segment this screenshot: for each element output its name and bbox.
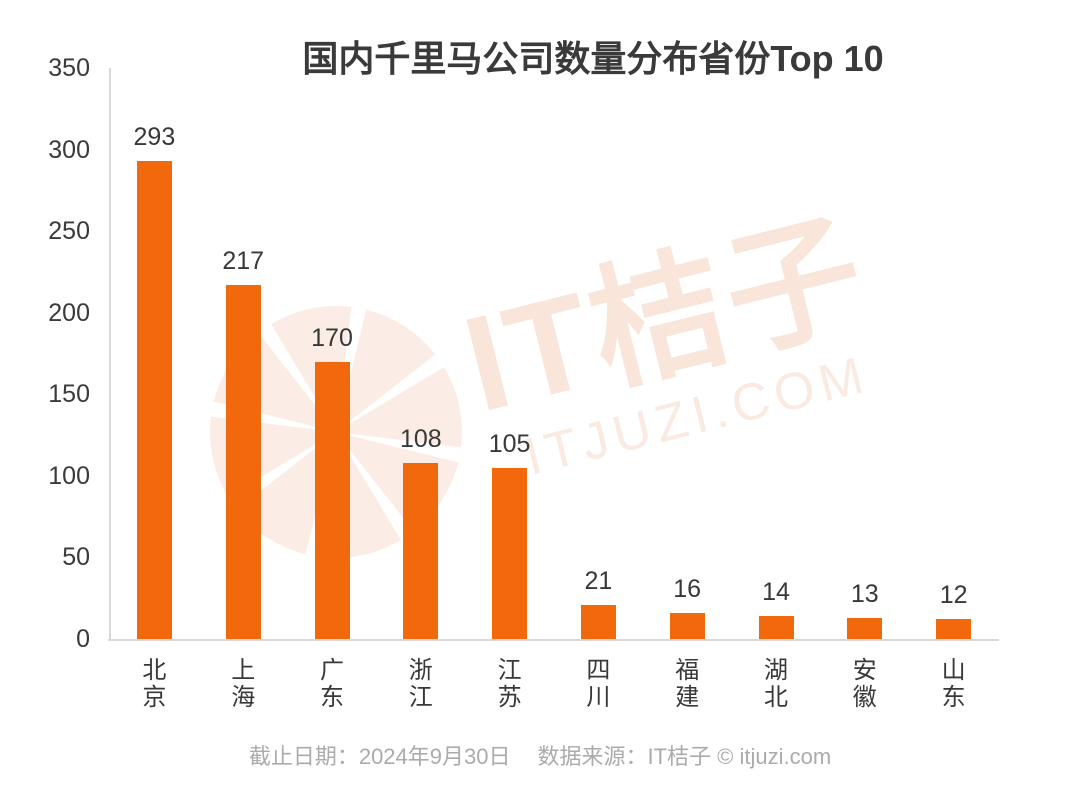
y-tick-label: 50 (62, 543, 90, 572)
bar (580, 604, 616, 639)
x-category-label: 浙 江 (408, 657, 433, 711)
bar (136, 160, 172, 639)
bar-value-label: 13 (850, 579, 879, 608)
chart-title: 国内千里马公司数量分布省份Top 10 (302, 38, 884, 79)
x-category-label: 北 京 (142, 657, 167, 711)
bar-value-label: 217 (222, 246, 265, 275)
y-tick-label: 200 (48, 298, 90, 327)
footer: 截止日期：2024年9月30日 数据来源：IT桔子 © itjuzi.com (0, 742, 1080, 772)
x-category-label: 广 东 (320, 657, 344, 711)
bar (314, 361, 350, 639)
footer-source: 数据来源：IT桔子 © itjuzi.com (537, 744, 832, 769)
y-tick-label: 350 (48, 54, 90, 82)
bar (403, 462, 439, 639)
x-category-label: 四 川 (586, 657, 611, 711)
x-axis-line (108, 639, 999, 641)
y-tick-label: 300 (48, 135, 90, 164)
x-category-label: 安 徽 (852, 657, 877, 711)
y-tick-label: 150 (48, 380, 90, 409)
bar-value-label: 16 (673, 574, 702, 603)
footer-date: 截止日期：2024年9月30日 (248, 744, 511, 769)
bar (669, 612, 705, 639)
bar-value-label: 21 (584, 566, 613, 595)
bar-value-label: 293 (133, 122, 176, 151)
y-axis-line (109, 68, 111, 639)
bar (225, 284, 261, 639)
bar-value-label: 12 (939, 581, 968, 610)
x-category-label: 福 建 (675, 657, 700, 711)
watermark-brand-text: IT桔子 (450, 195, 882, 441)
bar-value-label: 108 (399, 424, 442, 453)
bar (492, 467, 528, 639)
x-category-label: 湖 北 (764, 657, 788, 711)
bar-value-label: 14 (762, 578, 790, 607)
x-category-label: 江 苏 (497, 657, 522, 711)
y-tick-label: 250 (48, 217, 90, 246)
bar (758, 616, 794, 639)
x-category-label: 上 海 (231, 657, 256, 711)
bar-value-label: 105 (488, 429, 531, 458)
x-category-label: 山 东 (941, 657, 966, 711)
bar (847, 617, 883, 639)
y-tick-label: 100 (48, 461, 90, 490)
bar (936, 619, 972, 639)
watermark-domain-text: ITJUZI.COM (519, 345, 875, 487)
bar-value-label: 170 (311, 323, 353, 352)
y-tick-label: 0 (76, 625, 90, 653)
